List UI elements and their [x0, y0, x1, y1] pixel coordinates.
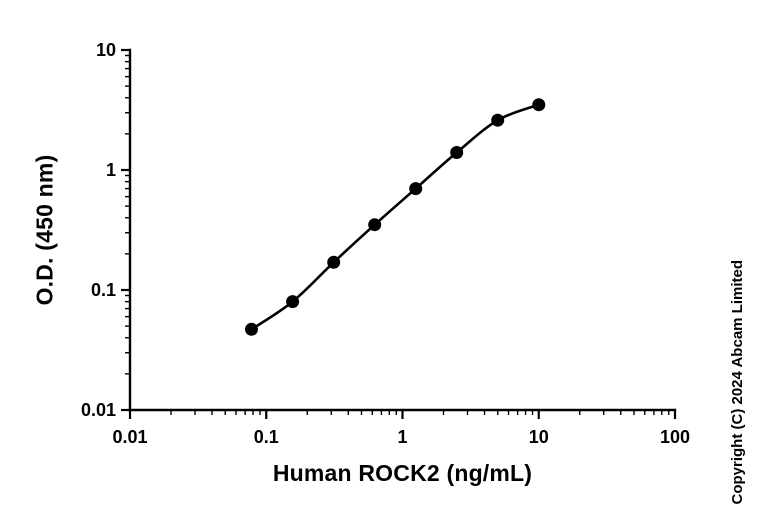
y-axis-title: O.D. (450 nm): [31, 154, 58, 306]
x-tick-label: 0.01: [112, 427, 147, 447]
x-tick-label: 10: [529, 427, 549, 447]
data-point-marker: [491, 113, 505, 127]
data-point-marker: [368, 218, 382, 232]
data-point-marker: [327, 255, 341, 269]
y-axis: 0.01 0.1 1 10: [81, 40, 132, 420]
data-point-marker: [532, 98, 546, 112]
y-tick-label: 10: [96, 40, 116, 60]
x-axis-title: Human ROCK2 (ng/mL): [272, 460, 533, 486]
y-tick-label: 1: [106, 160, 116, 180]
y-tick-label: 0.1: [91, 280, 116, 300]
data-point-marker: [409, 182, 423, 196]
x-tick-label: 100: [660, 427, 690, 447]
data-series: [245, 98, 546, 336]
copyright-text: Copyright (C) 2024 Abcam Limited: [729, 259, 746, 504]
data-point-marker: [245, 322, 258, 336]
y-tick-label: 0.01: [81, 400, 116, 420]
data-point-marker: [450, 146, 464, 159]
x-tick-label: 0.1: [254, 427, 279, 447]
x-axis: 0.01 0.1 1 10 100: [112, 408, 690, 447]
x-tick-label: 1: [397, 427, 407, 447]
data-point-marker: [286, 295, 300, 309]
